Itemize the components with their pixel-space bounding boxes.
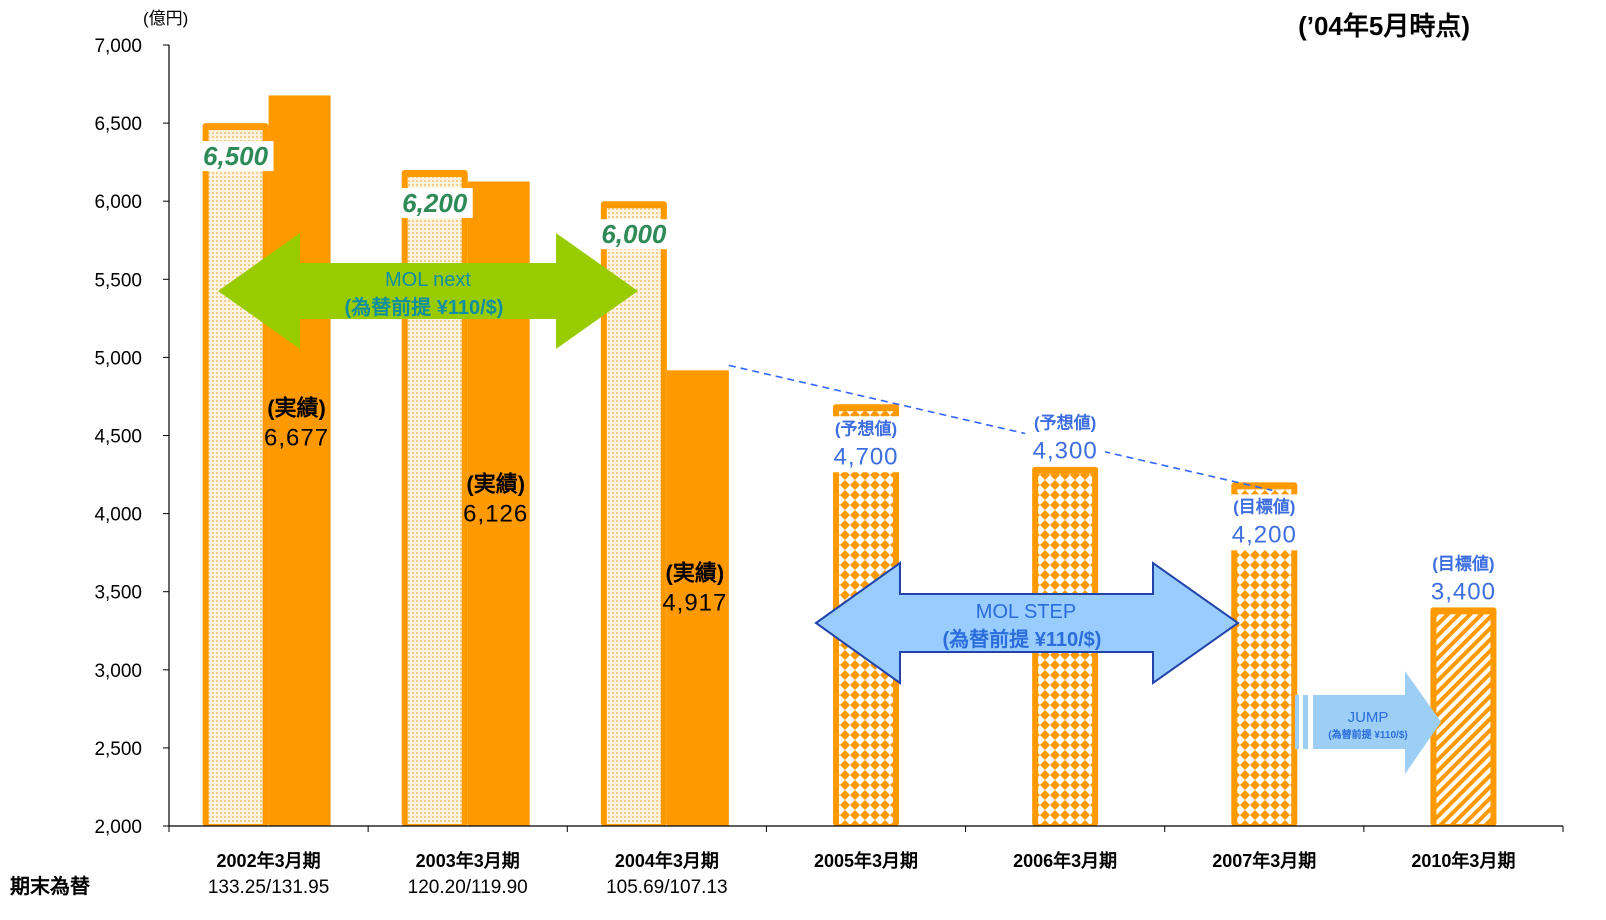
forecast-tag-label: (目標値) bbox=[1233, 496, 1295, 516]
y-tick-label: 3,500 bbox=[94, 583, 142, 604]
mol-next-arrow-title: MOL next bbox=[385, 269, 471, 291]
x-category-label: 2002年3月期 bbox=[217, 850, 321, 871]
x-category-label: 2007年3月期 bbox=[1212, 850, 1316, 871]
plan-value-label: 6,000 bbox=[601, 219, 667, 249]
y-tick-label: 2,000 bbox=[94, 817, 142, 838]
forecast-value-label: 4,300 bbox=[1033, 438, 1098, 465]
y-tick-label: 3,000 bbox=[94, 661, 142, 682]
exchange-rate-value: 120.20/119.90 bbox=[408, 877, 528, 898]
actual-bar bbox=[268, 95, 331, 827]
x-category-label: 2005年3月期 bbox=[814, 850, 918, 871]
plan-value-label-bg bbox=[396, 187, 473, 218]
plan-bar-fill bbox=[1436, 614, 1491, 824]
actual-value-label: 6,126 bbox=[463, 501, 528, 528]
plan-value-label-bg bbox=[197, 141, 274, 172]
forecast-tag-label: (予想値) bbox=[1034, 413, 1096, 433]
mol-next-arrow-note: (為替前提 ¥110/$) bbox=[345, 295, 504, 319]
jump-arrow-note: (為替前提 ¥110/$) bbox=[1328, 728, 1407, 741]
y-tick-label: 7,000 bbox=[94, 36, 142, 57]
forecast-label-bg bbox=[1423, 551, 1504, 608]
actual-tag-label: (実績) bbox=[267, 395, 326, 420]
actual-tag-label: (実績) bbox=[466, 472, 525, 497]
y-tick-label: 5,000 bbox=[94, 348, 142, 369]
actual-bar bbox=[666, 370, 729, 826]
exchange-rate-row-label: 期末為替 bbox=[10, 874, 90, 898]
chart-title: (’04年5月時点) bbox=[1298, 11, 1470, 41]
forecast-value-label: 4,700 bbox=[833, 443, 898, 470]
annotations-layer: MOL next (為替前提 ¥110/$) MOL STEP (為替前提 ¥110/… bbox=[218, 233, 1441, 774]
plan-value-label: 6,200 bbox=[402, 188, 468, 218]
actual-tag-label: (実績) bbox=[666, 560, 725, 585]
x-category-label: 2004年3月期 bbox=[615, 850, 719, 871]
jump-arrow bbox=[1313, 671, 1441, 774]
x-category-label: 2006年3月期 bbox=[1013, 850, 1117, 871]
plan-value-label-bg bbox=[595, 219, 672, 250]
mol-step-double-arrow bbox=[814, 561, 1240, 685]
y-axis-unit-label: (億円) bbox=[143, 9, 188, 28]
forecast-value-label: 3,400 bbox=[1431, 578, 1496, 605]
x-category-label: 2003年3月期 bbox=[416, 850, 520, 871]
actual-value-label: 6,677 bbox=[264, 424, 329, 451]
forecast-tag-label: (予想値) bbox=[835, 418, 897, 438]
forecast-value-label: 4,200 bbox=[1232, 521, 1297, 548]
plan-value-label: 6,500 bbox=[203, 141, 269, 171]
jump-arrow-stripe bbox=[1303, 695, 1308, 749]
forecast-tag-label: (目標値) bbox=[1432, 553, 1494, 573]
axes-layer: 2,000 2,500 3,000 3,500 4,000 4,500 5,000 5,500… bbox=[94, 36, 1564, 898]
actual-value-label: 4,917 bbox=[662, 589, 727, 616]
plan-bar-fill bbox=[606, 208, 661, 824]
x-category-label: 2010年3月期 bbox=[1411, 850, 1515, 871]
value-labels-layer: 6,500 (実績) 6,677 6,200 (実績) 6,126 6,000 (実績) 4,9… bbox=[197, 141, 1504, 616]
trend-dashed-line bbox=[728, 364, 1273, 492]
y-tick-label: 4,000 bbox=[94, 505, 142, 526]
mol-next-double-arrow bbox=[218, 233, 638, 349]
y-tick-label: 2,500 bbox=[94, 739, 142, 760]
mol-step-arrow-title: MOL STEP bbox=[976, 601, 1076, 623]
jump-arrow-title: JUMP bbox=[1348, 709, 1389, 726]
exchange-rate-value: 105.69/107.13 bbox=[606, 877, 728, 898]
forecast-label-bg bbox=[1025, 410, 1106, 467]
y-tick-label: 4,500 bbox=[94, 427, 142, 448]
y-tick-label: 6,500 bbox=[94, 114, 142, 135]
forecast-label-bg bbox=[826, 416, 906, 473]
jump-arrow-stripe bbox=[1295, 695, 1299, 749]
plan-bar-fill bbox=[208, 130, 263, 825]
y-tick-label: 5,500 bbox=[94, 270, 142, 291]
mol-step-arrow-note: (為替前提 ¥110/$) bbox=[943, 627, 1102, 651]
forecast-label-bg bbox=[1224, 494, 1305, 551]
y-tick-label: 6,000 bbox=[94, 192, 142, 213]
exchange-rate-value: 133.25/131.95 bbox=[208, 877, 330, 898]
